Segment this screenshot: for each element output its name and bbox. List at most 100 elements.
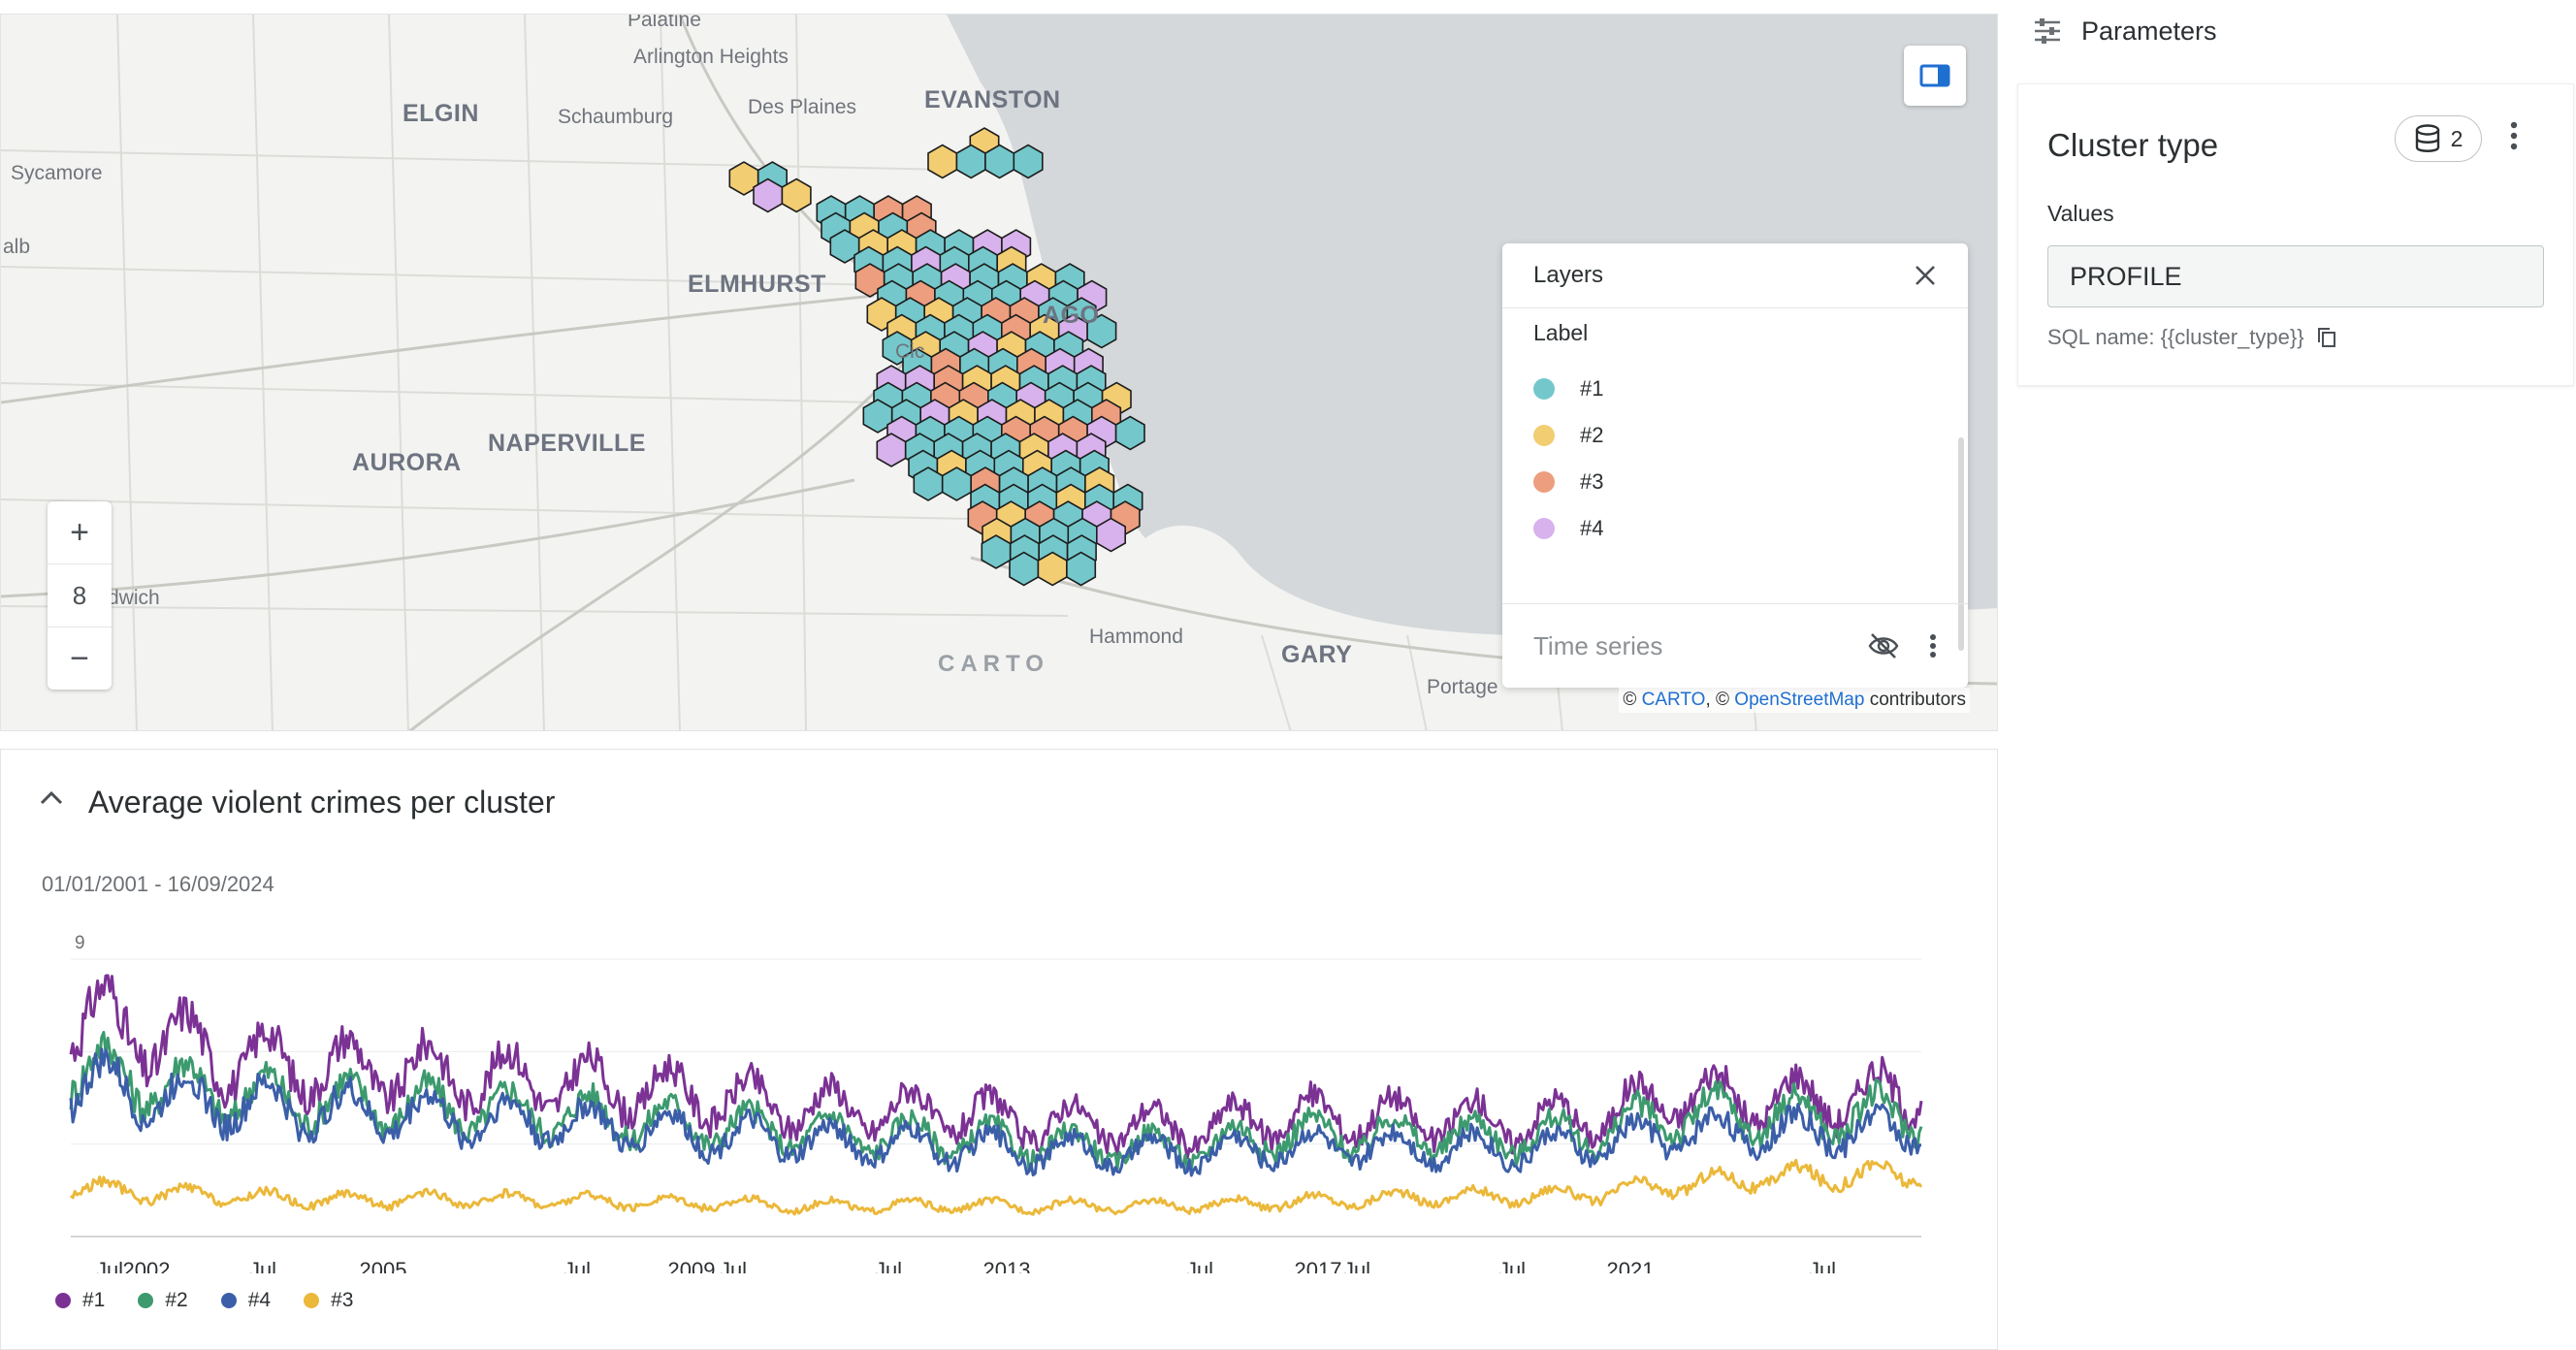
layer-legend-item: #1	[1502, 366, 1968, 412]
map-label-sandwich: dwich	[108, 587, 160, 609]
x-tick-label: Jul	[249, 1258, 276, 1273]
x-tick-label: Jul	[564, 1258, 591, 1273]
layers-scrollbar[interactable]	[1958, 437, 1964, 651]
series-line	[69, 974, 1923, 1160]
chart-legend: #1 #2 #4 #3	[55, 1289, 353, 1312]
more-vert-icon[interactable]	[2509, 119, 2519, 152]
layers-panel: Layers Label #1 #2 #3 #4 Time series	[1502, 243, 1968, 688]
zoom-level: 8	[48, 563, 112, 627]
cluster-hexagon[interactable]	[781, 177, 812, 213]
cluster-hexagon[interactable]	[927, 144, 958, 179]
cluster-hexagon[interactable]	[913, 466, 944, 501]
legend-swatch	[1533, 518, 1555, 539]
legend-label: #1	[1580, 376, 1604, 401]
database-icon	[2415, 124, 2439, 152]
map-label-hammond: Hammond	[1089, 626, 1183, 648]
chart-legend-item[interactable]: #4	[220, 1289, 271, 1312]
panel-toggle-button[interactable]	[1904, 46, 1966, 106]
parameters-title: Parameters	[2081, 16, 2217, 46]
cluster-hexagon-layer[interactable]	[1, 15, 1998, 731]
cluster-hexagon[interactable]	[1114, 415, 1145, 451]
tune-icon	[2035, 18, 2060, 44]
zoom-out-button[interactable]: −	[70, 639, 89, 677]
x-tick-label: 2017	[1295, 1258, 1342, 1273]
x-tick-label: 2021	[1607, 1258, 1655, 1273]
layer-legend-item: #3	[1502, 459, 1968, 505]
layers-panel-header: Layers	[1502, 243, 1968, 308]
legend-swatch	[1533, 425, 1555, 446]
copy-icon[interactable]	[2316, 326, 2337, 349]
cluster-hexagon[interactable]	[984, 144, 1015, 179]
map-label-elmhurst: ELMHURST	[688, 271, 826, 298]
parameter-value-field[interactable]: PROFILE	[2047, 245, 2544, 307]
cluster-hexagon[interactable]	[1037, 551, 1068, 587]
zoom-in-button[interactable]: +	[70, 513, 89, 551]
cluster-hexagon[interactable]	[941, 466, 973, 501]
layer-row-time-series[interactable]: Time series	[1502, 603, 1968, 688]
x-tick-label: Jul	[96, 1258, 123, 1273]
map-label-chicago: AGO	[1043, 302, 1100, 329]
chart-legend-item[interactable]: #2	[138, 1289, 188, 1312]
layer-name-time-series: Time series	[1533, 630, 1663, 660]
legend-label: #3	[1580, 469, 1604, 494]
widget-title: Average violent crimes per cluster	[88, 785, 556, 820]
map-label-schaumburg: Schaumburg	[558, 106, 674, 128]
cluster-hexagon[interactable]	[1009, 551, 1040, 587]
cluster-hexagon[interactable]	[1086, 313, 1117, 349]
x-tick-label: 2013	[983, 1258, 1031, 1273]
legend-label: #3	[331, 1289, 354, 1311]
carto-link[interactable]: CARTO	[1641, 690, 1706, 710]
series-line	[69, 1030, 1923, 1172]
map-label-aurora: AURORA	[352, 449, 462, 476]
layers-panel-title: Layers	[1533, 262, 1604, 288]
close-icon[interactable]	[1914, 264, 1937, 287]
cluster-hexagon[interactable]	[1013, 144, 1044, 179]
x-tick-label: Jul	[1809, 1258, 1836, 1273]
legend-label: #2	[1580, 423, 1604, 447]
zoom-control: + 8 −	[48, 501, 112, 690]
series-line	[69, 1158, 1923, 1216]
map-label-sycamore: Sycamore	[11, 162, 103, 184]
map-label-arlington-heights: Arlington Heights	[633, 46, 789, 68]
chart-legend-item[interactable]: #1	[55, 1289, 105, 1312]
legend-label: #2	[165, 1289, 188, 1311]
parameter-card-cluster-type: Cluster type 2 Values PROFILE SQL name: …	[2017, 83, 2574, 386]
map-label-palatine: Palatine	[628, 14, 701, 31]
layer-legend: #1 #2 #3 #4	[1502, 366, 1968, 552]
collapse-chevron-icon[interactable]	[38, 788, 65, 808]
map-label-cicero: Cic	[895, 340, 925, 363]
legend-swatch	[1533, 471, 1555, 493]
time-series-widget: Average violent crimes per cluster 01/01…	[0, 749, 1998, 1350]
layers-subtitle: Label	[1533, 320, 1589, 345]
cluster-hexagon[interactable]	[981, 534, 1012, 569]
y-axis-max-label: 9	[75, 933, 85, 953]
legend-swatch	[1533, 378, 1555, 400]
cluster-hexagon[interactable]	[1096, 517, 1126, 553]
osm-link[interactable]: OpenStreetMap	[1734, 690, 1865, 710]
visibility-off-icon[interactable]	[1867, 631, 1900, 660]
legend-label: #1	[82, 1289, 106, 1311]
cluster-hexagon[interactable]	[955, 144, 986, 179]
legend-swatch	[220, 1293, 237, 1308]
more-vert-icon[interactable]	[1929, 633, 1937, 659]
cluster-hexagon[interactable]	[753, 177, 784, 213]
x-tick-label: Jul	[720, 1258, 747, 1273]
cluster-hexagon[interactable]	[876, 433, 907, 467]
x-tick-label: Jul	[1498, 1258, 1526, 1273]
sql-name-text: SQL name: {{cluster_type}}	[2047, 325, 2304, 349]
parameters-header: Parameters	[2033, 14, 2217, 48]
layer-legend-item: #4	[1502, 505, 1968, 552]
data-source-badge[interactable]: 2	[2395, 115, 2482, 162]
legend-label: #4	[1580, 516, 1604, 540]
cluster-hexagon[interactable]	[1066, 551, 1097, 587]
chart-legend-item[interactable]: #3	[304, 1289, 353, 1312]
data-source-count: 2	[2450, 125, 2463, 151]
map-label-elgin: ELGIN	[402, 100, 479, 127]
map-attribution: © CARTO, © OpenStreetMap contributors	[1619, 688, 1970, 713]
x-tick-label: Jul	[875, 1258, 902, 1273]
x-tick-label: Jul	[1343, 1258, 1370, 1273]
carto-watermark: CARTO	[938, 651, 1049, 677]
map-view[interactable]: Palatine Arlington Heights EVANSTON ELGI…	[0, 14, 1998, 731]
legend-swatch	[304, 1293, 320, 1308]
